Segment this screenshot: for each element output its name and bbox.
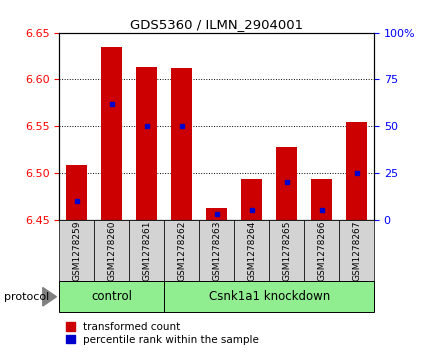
Text: GSM1278260: GSM1278260	[107, 220, 116, 281]
Bar	[304, 220, 339, 281]
Text: GSM1278259: GSM1278259	[72, 220, 81, 281]
Bar	[276, 147, 297, 220]
Bar	[129, 220, 164, 281]
Bar	[164, 220, 199, 281]
Bar	[101, 47, 122, 220]
Bar	[94, 220, 129, 281]
Bar	[164, 281, 374, 312]
Text: GSM1278266: GSM1278266	[317, 220, 326, 281]
Bar	[59, 220, 94, 281]
Bar	[269, 220, 304, 281]
Text: GSM1278267: GSM1278267	[352, 220, 361, 281]
Bar	[346, 122, 367, 220]
Bar	[59, 281, 164, 312]
Legend: transformed count, percentile rank within the sample: transformed count, percentile rank withi…	[65, 321, 260, 346]
Text: GSM1278265: GSM1278265	[282, 220, 291, 281]
Bar	[171, 68, 192, 220]
Title: GDS5360 / ILMN_2904001: GDS5360 / ILMN_2904001	[130, 19, 303, 32]
Text: Csnk1a1 knockdown: Csnk1a1 knockdown	[209, 290, 330, 303]
Text: protocol: protocol	[4, 292, 50, 302]
Bar	[339, 220, 374, 281]
Text: GSM1278261: GSM1278261	[142, 220, 151, 281]
Bar	[136, 67, 157, 220]
Bar	[66, 166, 88, 220]
Bar	[206, 208, 227, 220]
Bar	[234, 220, 269, 281]
Text: control: control	[92, 290, 132, 303]
Bar	[199, 220, 234, 281]
Text: GSM1278264: GSM1278264	[247, 220, 256, 281]
Bar	[311, 179, 332, 220]
Bar	[241, 179, 262, 220]
Text: GSM1278262: GSM1278262	[177, 220, 186, 281]
Polygon shape	[43, 287, 56, 306]
Text: GSM1278263: GSM1278263	[212, 220, 221, 281]
